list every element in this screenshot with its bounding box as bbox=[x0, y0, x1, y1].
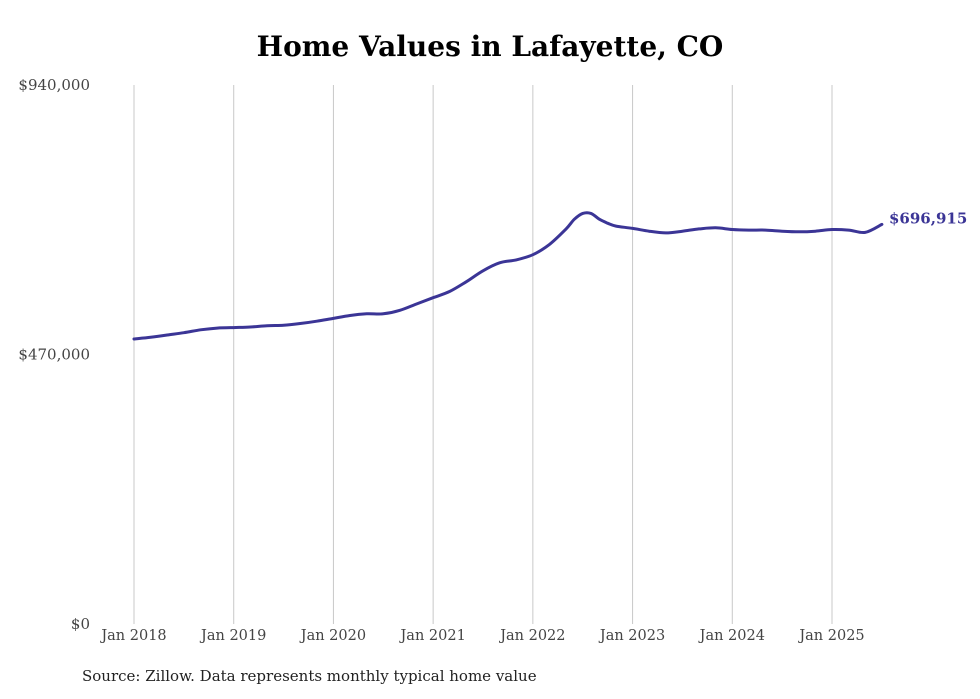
x-tick-label: Jan 2019 bbox=[199, 628, 266, 644]
x-tick-label: Jan 2022 bbox=[498, 628, 565, 644]
x-tick-label: Jan 2023 bbox=[598, 628, 665, 644]
x-axis-ticks: Jan 2018 Jan 2019 Jan 2020 Jan 2021 Jan 2022… bbox=[99, 628, 864, 644]
y-tick-label: $0 bbox=[71, 615, 90, 633]
gridlines bbox=[133, 85, 833, 624]
series-line bbox=[132, 211, 884, 341]
y-tick-label: $470,000 bbox=[18, 346, 90, 364]
x-tick-label: Jan 2020 bbox=[299, 628, 366, 644]
chart-title: Home Values in Lafayette, CO bbox=[256, 30, 724, 63]
end-value-label: $696,915 bbox=[889, 209, 967, 227]
source-note: Source: Zillow. Data represents monthly … bbox=[82, 667, 537, 685]
y-tick-label: $940,000 bbox=[18, 76, 90, 94]
y-axis-ticks: $0 $470,000 $940,000 bbox=[18, 76, 90, 633]
x-tick-label: Jan 2025 bbox=[797, 628, 864, 644]
x-tick-label: Jan 2024 bbox=[698, 628, 765, 644]
x-tick-label: Jan 2021 bbox=[398, 628, 465, 644]
x-tick-label: Jan 2018 bbox=[99, 628, 166, 644]
series: $696,915 bbox=[132, 209, 967, 341]
